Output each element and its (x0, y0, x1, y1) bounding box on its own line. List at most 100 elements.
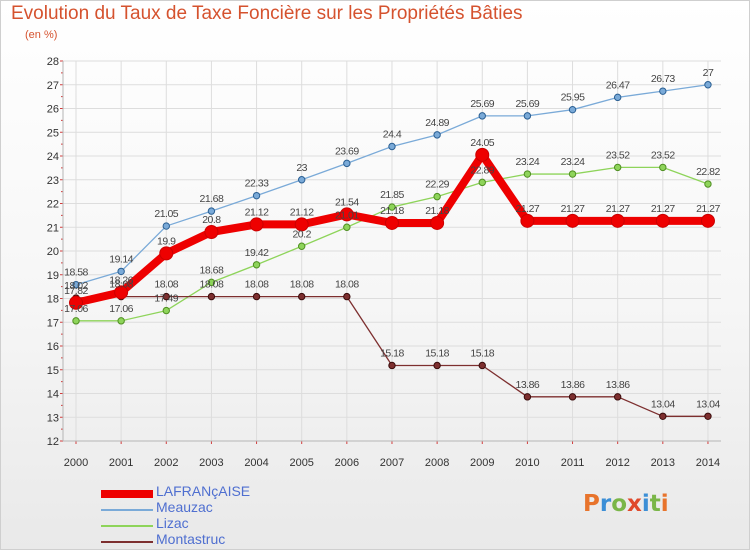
data-point-montastruc (704, 412, 712, 420)
x-tick-label: 2000 (64, 457, 88, 469)
legend-item: Lizac (101, 515, 321, 533)
legend-label: Montastruc (156, 531, 226, 547)
data-point-lizac (568, 170, 577, 178)
data-label-meauzac: 24.4 (383, 129, 402, 141)
x-tick-label: 2014 (696, 457, 720, 469)
data-label-montastruc: 15.18 (380, 347, 404, 359)
data-label-montastruc: 15.18 (425, 347, 449, 359)
x-tick-label: 2009 (470, 457, 494, 469)
logo-letter: x (627, 491, 642, 517)
y-tick-label: 23 (47, 175, 59, 187)
data-label-lafranaise: 21.18 (380, 205, 404, 217)
data-label-montastruc: 13.04 (696, 398, 720, 410)
data-point-lizac (433, 192, 441, 201)
data-point-meauzac (704, 81, 712, 89)
x-tick-label: 2001 (109, 457, 133, 469)
data-point-lizac (613, 163, 622, 172)
x-tick-label: 2010 (515, 457, 539, 469)
y-tick-label: 28 (47, 56, 59, 68)
data-label-lafranaise: 21.27 (696, 203, 720, 215)
y-tick-label: 17 (47, 317, 59, 329)
data-label-lafranaise: 24.05 (470, 137, 494, 149)
data-label-montastruc: 13.04 (651, 398, 675, 410)
data-label-montastruc: 15.18 (470, 347, 494, 359)
data-label-lizac: 22.82 (696, 166, 720, 178)
data-point-lizac (117, 317, 125, 325)
data-label-lafranaise: 21.18 (425, 205, 449, 217)
data-point-montastruc (523, 393, 532, 401)
data-point-meauzac (162, 222, 170, 230)
data-label-lafranaise: 21.12 (245, 206, 269, 218)
data-label-meauzac: 23.69 (335, 145, 359, 157)
data-point-lafranaise (384, 215, 399, 230)
data-point-montastruc (659, 412, 667, 420)
y-tick-label: 19 (47, 270, 59, 282)
data-point-lafranaise (655, 213, 670, 228)
legend: LAFRANçAISE Meauzac Lizac Montastruc (101, 483, 321, 549)
data-point-montastruc (388, 361, 396, 370)
data-label-meauzac: 25.69 (470, 98, 494, 110)
y-tick-label: 26 (47, 104, 59, 116)
data-point-montastruc (298, 292, 306, 301)
data-labels: 18.58 19.14 21.05 21.68 22.33 23 23.69 24.4 24.8… (64, 67, 721, 411)
data-point-lafranaise (610, 213, 625, 228)
data-label-meauzac: 18.58 (64, 267, 88, 279)
x-tick-label: 2012 (605, 457, 629, 469)
data-point-montastruc (433, 361, 441, 370)
data-label-lizac: 18.68 (200, 264, 224, 276)
data-point-meauzac (252, 191, 261, 200)
legend-swatch (101, 541, 153, 543)
data-label-meauzac: 26.73 (651, 73, 675, 85)
logo-letter: r (599, 491, 612, 517)
legend-label: Lizac (156, 515, 189, 531)
data-point-meauzac (388, 142, 396, 151)
data-point-lizac (207, 278, 216, 287)
logo-letter: o (611, 491, 628, 517)
x-tick-label: 2007 (380, 457, 404, 469)
x-tick-label: 2011 (561, 457, 585, 469)
data-point-lafranaise (520, 213, 535, 228)
data-label-montastruc: 13.86 (606, 379, 630, 391)
data-label-montastruc: 13.86 (516, 379, 540, 391)
data-point-lizac (298, 242, 306, 250)
data-point-lizac (704, 180, 712, 188)
data-point-lafranaise (294, 217, 309, 232)
data-point-montastruc (568, 393, 577, 401)
data-point-lafranaise (475, 147, 490, 162)
data-point-montastruc (478, 361, 486, 370)
data-label-lafranaise: 20.8 (202, 214, 221, 226)
data-point-meauzac (72, 281, 80, 289)
data-point-meauzac (568, 105, 577, 114)
logo-letter: i (660, 491, 669, 517)
y-tick-label: 21 (47, 222, 59, 234)
data-point-lizac (523, 170, 532, 178)
data-label-meauzac: 21.05 (154, 208, 178, 220)
data-point-meauzac (343, 159, 351, 168)
data-label-lafranaise: 21.12 (290, 206, 314, 218)
data-label-lizac: 22.89 (470, 164, 494, 176)
data-label-lafranaise: 21.27 (561, 203, 585, 215)
data-label-montastruc: 13.86 (561, 379, 585, 391)
y-tick-label: 18 (47, 294, 59, 306)
y-tick-label: 16 (47, 341, 59, 353)
data-label-lizac: 17.06 (109, 303, 133, 315)
data-label-lizac: 21.01 (335, 209, 359, 221)
proxiti-logo: Proxiti (583, 491, 669, 517)
data-point-lizac (162, 306, 170, 315)
data-point-lizac (388, 203, 396, 211)
data-label-lafranaise: 21.27 (606, 203, 630, 215)
x-tick-label: 2004 (244, 457, 268, 469)
data-label-lafranaise: 18.26 (109, 274, 133, 286)
legend-label: Meauzac (156, 499, 213, 515)
data-point-lafranaise (249, 217, 264, 232)
data-point-meauzac (117, 267, 125, 276)
data-label-montastruc: 18.08 (335, 279, 359, 291)
data-label-lizac: 17.06 (64, 303, 88, 315)
data-point-lizac (72, 317, 80, 325)
data-point-montastruc (207, 292, 216, 301)
legend-swatch (101, 490, 153, 498)
legend-swatch (101, 509, 153, 511)
data-point-montastruc (252, 292, 261, 301)
